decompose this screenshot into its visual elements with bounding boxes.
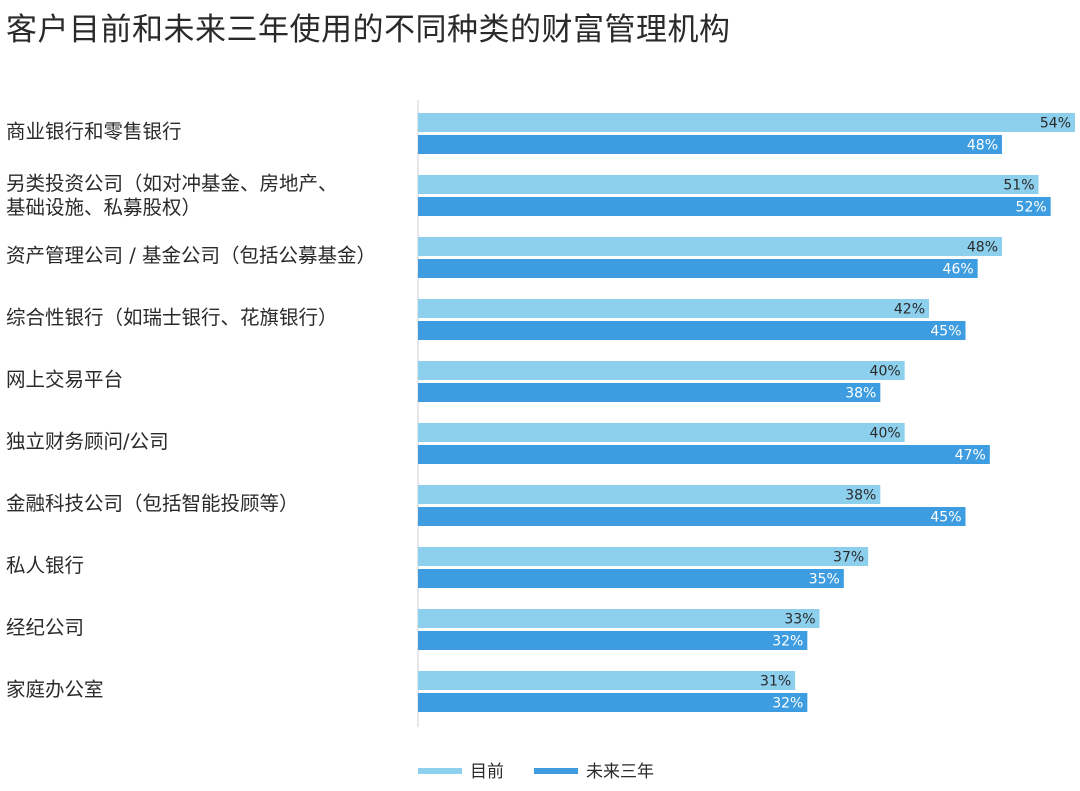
bar-future — [418, 321, 966, 340]
bar-future — [418, 383, 881, 402]
legend-label-future: 未来三年 — [586, 762, 654, 782]
data-label: 46% — [943, 262, 974, 278]
data-label: 38% — [845, 488, 876, 504]
data-label: 32% — [772, 696, 803, 712]
chart-title: 客户目前和未来三年使用的不同种类的财富管理机构 — [6, 12, 731, 48]
data-label: 45% — [930, 510, 961, 526]
bar-current — [418, 423, 905, 442]
data-label: 40% — [870, 426, 901, 442]
bar-future — [418, 445, 990, 464]
data-label: 35% — [809, 572, 840, 588]
bar-future — [418, 259, 978, 278]
bar-current — [418, 113, 1075, 132]
bar-current — [418, 609, 820, 628]
category-label: 资产管理公司 / 基金公司（包括公募基金） — [6, 243, 376, 267]
data-label: 48% — [967, 138, 998, 154]
data-label: 31% — [760, 674, 791, 690]
bar-future — [418, 631, 808, 650]
bar-future — [418, 693, 808, 712]
data-label: 48% — [967, 240, 998, 256]
data-label: 54% — [1040, 116, 1071, 132]
data-label: 47% — [955, 448, 986, 464]
data-label: 52% — [1016, 200, 1047, 216]
data-label: 51% — [1003, 178, 1034, 194]
category-label: 私人银行 — [6, 553, 85, 577]
bar-future — [418, 135, 1002, 154]
data-label: 37% — [833, 550, 864, 566]
bar-current — [418, 361, 905, 380]
bar-current — [418, 547, 869, 566]
category-label: 金融科技公司（包括智能投顾等） — [6, 491, 299, 515]
bar-current — [418, 175, 1039, 194]
data-label: 32% — [772, 634, 803, 650]
data-label: 45% — [930, 324, 961, 340]
bar-future — [418, 569, 844, 588]
bar-current — [418, 485, 881, 504]
category-label: 商业银行和零售银行 — [6, 119, 182, 143]
category-label: 综合性银行（如瑞士银行、花旗银行） — [6, 305, 338, 329]
category-label: 独立财务顾问/公司 — [6, 429, 169, 453]
category-label: 另类投资公司（如对冲基金、房地产、 基础设施、私募股权） — [6, 171, 338, 219]
bar-future — [418, 507, 966, 526]
category-label: 网上交易平台 — [6, 367, 124, 391]
data-label: 42% — [894, 302, 925, 318]
legend-label-current: 目前 — [470, 762, 504, 782]
bar-future — [418, 197, 1051, 216]
legend-swatch-future — [534, 768, 578, 774]
bar-current — [418, 237, 1002, 256]
data-label: 38% — [845, 386, 876, 402]
category-label: 经纪公司 — [6, 615, 85, 639]
data-label: 33% — [784, 612, 815, 628]
legend-swatch-current — [418, 768, 462, 774]
data-label: 40% — [870, 364, 901, 380]
bar-current — [418, 299, 929, 318]
category-label: 家庭办公室 — [6, 677, 104, 701]
bar-current — [418, 671, 796, 690]
